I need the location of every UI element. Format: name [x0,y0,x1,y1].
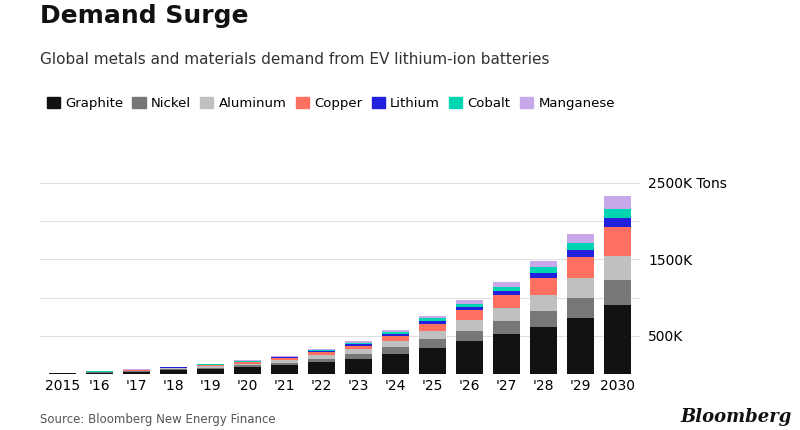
Bar [271,366,298,374]
Bar [567,234,594,243]
Legend: Graphite, Nickel, Aluminum, Copper, Lithium, Cobalt, Manganese: Graphite, Nickel, Aluminum, Copper, Lith… [46,97,615,110]
Bar [308,350,335,351]
Bar [530,295,557,310]
Text: Demand Surge: Demand Surge [40,4,249,28]
Bar [308,351,335,353]
Bar [419,339,446,348]
Bar [605,255,631,280]
Bar [160,369,186,370]
Bar [494,308,520,321]
Bar [345,349,372,354]
Bar [419,348,446,374]
Bar [271,360,298,363]
Bar [419,331,446,339]
Bar [123,371,150,372]
Bar [308,349,335,350]
Bar [308,355,335,359]
Bar [160,370,186,374]
Bar [382,330,409,332]
Bar [567,298,594,317]
Bar [86,373,113,374]
Bar [605,209,631,218]
Bar [271,357,298,358]
Bar [345,346,372,349]
Bar [530,310,557,327]
Bar [494,291,520,295]
Bar [567,243,594,250]
Bar [197,366,224,368]
Bar [456,320,483,331]
Bar [567,257,594,278]
Bar [271,356,298,357]
Bar [494,335,520,374]
Bar [419,318,446,321]
Bar [494,295,520,308]
Bar [382,332,409,334]
Bar [308,353,335,355]
Bar [308,359,335,362]
Bar [49,373,75,374]
Bar [160,368,186,369]
Bar [345,359,372,374]
Bar [605,305,631,374]
Bar [494,282,520,287]
Bar [345,344,372,346]
Bar [494,321,520,335]
Bar [419,316,446,318]
Bar [197,364,224,365]
Bar [234,361,261,362]
Bar [308,362,335,374]
Bar [456,307,483,310]
Bar [234,367,261,374]
Bar [345,343,372,344]
Bar [197,365,224,366]
Bar [605,218,631,227]
Bar [605,280,631,305]
Bar [419,321,446,324]
Bar [530,327,557,374]
Bar [567,250,594,257]
Bar [494,287,520,291]
Text: Global metals and materials demand from EV lithium-ion batteries: Global metals and materials demand from … [40,52,550,67]
Bar [605,227,631,255]
Bar [234,363,261,365]
Bar [567,317,594,374]
Text: Source: Bloomberg New Energy Finance: Source: Bloomberg New Energy Finance [40,413,276,426]
Bar [456,304,483,307]
Bar [382,347,409,354]
Bar [234,362,261,363]
Bar [197,368,224,369]
Bar [605,196,631,209]
Bar [567,278,594,298]
Bar [345,354,372,359]
Bar [382,334,409,336]
Bar [530,261,557,267]
Bar [530,273,557,278]
Bar [530,267,557,273]
Bar [197,369,224,374]
Bar [382,354,409,374]
Bar [123,372,150,374]
Bar [271,358,298,360]
Bar [456,300,483,304]
Bar [123,370,150,371]
Bar [234,360,261,361]
Bar [456,341,483,374]
Bar [382,341,409,347]
Bar [456,310,483,320]
Bar [530,278,557,295]
Bar [271,363,298,366]
Bar [345,341,372,343]
Bar [419,324,446,331]
Text: Bloomberg: Bloomberg [681,408,792,426]
Bar [234,366,261,367]
Bar [382,336,409,341]
Bar [456,331,483,341]
